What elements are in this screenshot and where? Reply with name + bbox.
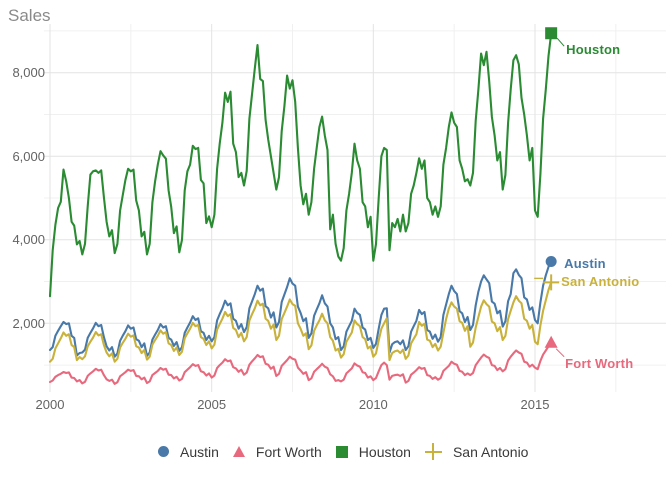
legend-item-austin: Austin (158, 444, 219, 460)
houston-end-marker (545, 27, 558, 40)
chart-legend: Austin Fort Worth Houston San Antonio (158, 443, 528, 460)
y-tick-label: 8,000 (12, 65, 45, 81)
end-label-austin: Austin (564, 256, 606, 272)
series-line-fort-worth (48, 341, 553, 385)
legend-label-austin: Austin (180, 443, 219, 460)
y-tick-label: 6,000 (12, 148, 45, 164)
legend-item-houston: Houston (335, 443, 411, 460)
plus-marker-icon (424, 443, 442, 460)
triangle-marker-icon (232, 446, 245, 457)
legend-label-san-antonio: San Antonio (452, 443, 529, 460)
square-marker-icon (335, 445, 348, 458)
end-label-houston: Houston (566, 42, 621, 58)
end-label-fort-worth: Fort Worth (565, 355, 634, 371)
houston-leader-line (556, 37, 565, 47)
legend-item-san-antonio: San Antonio (424, 443, 529, 460)
y-tick-label: 4,000 (12, 232, 45, 248)
fort-worth-leader-line (555, 348, 565, 358)
series-line-san-antonio (48, 281, 553, 363)
legend-item-fort-worth: Fort Worth (232, 443, 322, 460)
y-tick-label: 2,000 (12, 315, 45, 331)
chart-title: Sales (8, 6, 51, 25)
end-label-san-antonio: San Antonio (561, 274, 640, 290)
austin-end-marker (545, 255, 557, 267)
x-tick-label: 2010 (358, 397, 388, 412)
x-tick-label: 2000 (35, 397, 65, 412)
x-tick-label: 2005 (197, 397, 227, 412)
legend-label-houston: Houston (358, 443, 411, 460)
series-line-houston (48, 32, 553, 298)
fort-worth-end-marker (544, 335, 558, 348)
legend-label-fort-worth: Fort Worth (255, 443, 322, 460)
x-tick-label: 2015 (520, 397, 550, 412)
circle-marker-icon (158, 446, 169, 457)
series-line-austin (48, 260, 553, 358)
